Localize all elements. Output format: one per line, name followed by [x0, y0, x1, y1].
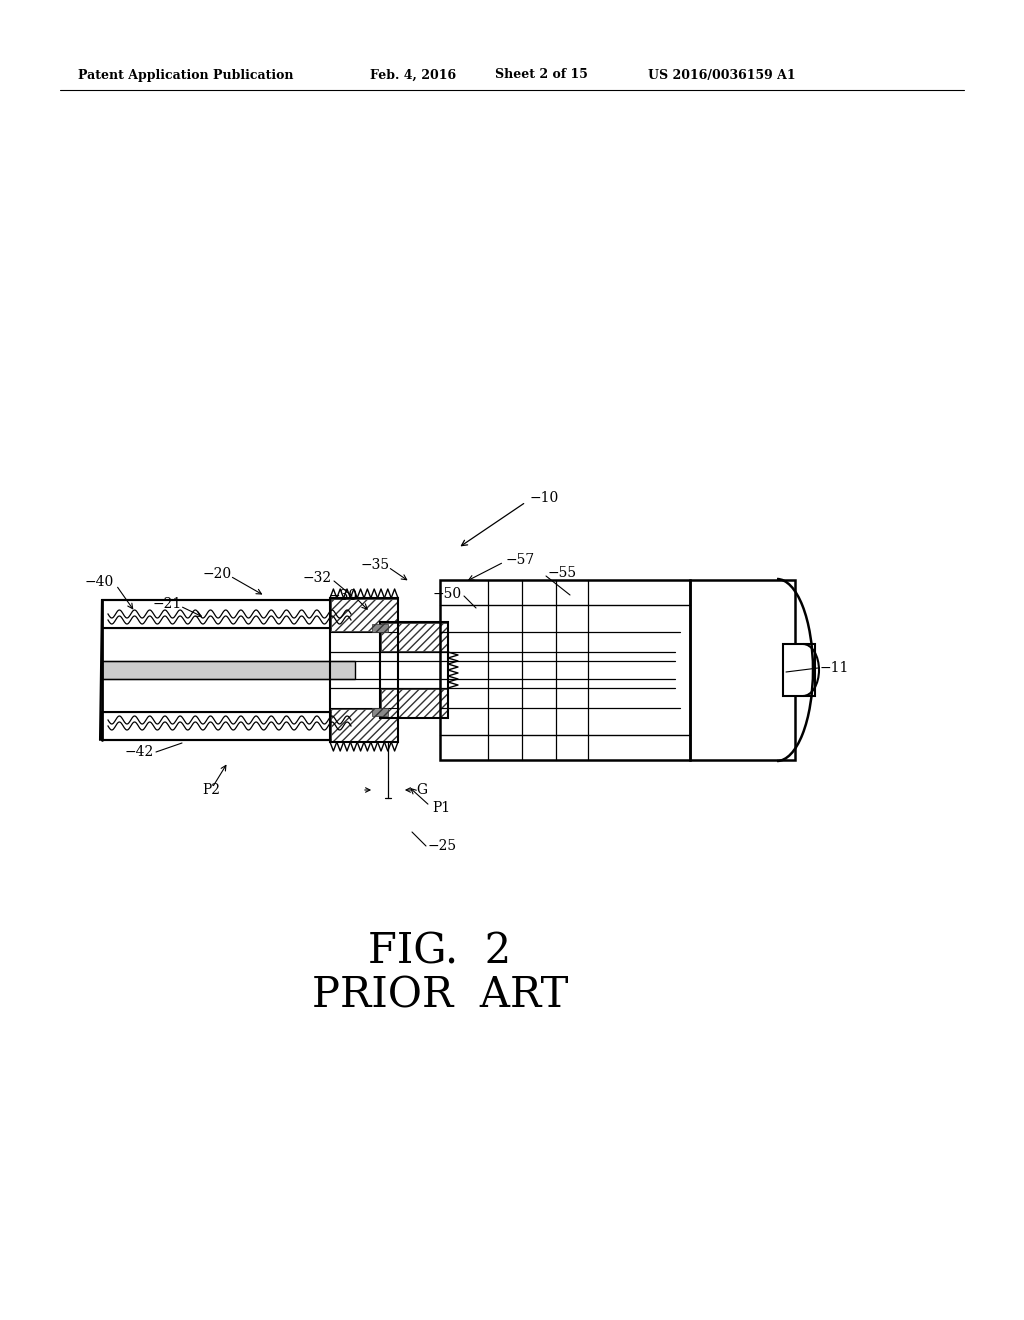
Polygon shape [440, 579, 690, 760]
Text: PRIOR  ART: PRIOR ART [312, 975, 568, 1016]
Polygon shape [372, 708, 388, 715]
Polygon shape [102, 661, 355, 678]
Text: −35: −35 [360, 558, 390, 572]
Text: Sheet 2 of 15: Sheet 2 of 15 [495, 69, 588, 82]
Text: −55: −55 [548, 566, 578, 579]
Polygon shape [331, 709, 397, 741]
Text: −21: −21 [153, 597, 182, 611]
Polygon shape [372, 624, 388, 632]
Text: −42: −42 [125, 744, 154, 759]
Polygon shape [381, 623, 447, 651]
Text: −32: −32 [303, 572, 332, 585]
Text: −30: −30 [329, 589, 358, 603]
Text: US 2016/0036159 A1: US 2016/0036159 A1 [648, 69, 796, 82]
Polygon shape [102, 601, 355, 628]
Text: −40: −40 [85, 576, 114, 589]
Text: −20: −20 [203, 568, 232, 581]
Polygon shape [381, 689, 447, 717]
Polygon shape [690, 579, 795, 760]
Polygon shape [783, 644, 815, 696]
Polygon shape [102, 711, 355, 741]
Text: G: G [416, 783, 427, 797]
Text: −25: −25 [428, 840, 457, 853]
Text: Feb. 4, 2016: Feb. 4, 2016 [370, 69, 456, 82]
Polygon shape [380, 622, 449, 718]
Text: −57: −57 [506, 553, 536, 568]
Text: −50: −50 [433, 587, 462, 601]
Text: P2: P2 [202, 783, 220, 797]
Polygon shape [330, 598, 398, 742]
Text: −10: −10 [530, 491, 559, 506]
Text: FIG.  2: FIG. 2 [369, 931, 512, 972]
Text: P1: P1 [432, 801, 451, 814]
Polygon shape [102, 601, 355, 741]
Text: −11: −11 [820, 661, 849, 675]
Polygon shape [331, 599, 397, 631]
Text: Patent Application Publication: Patent Application Publication [78, 69, 294, 82]
